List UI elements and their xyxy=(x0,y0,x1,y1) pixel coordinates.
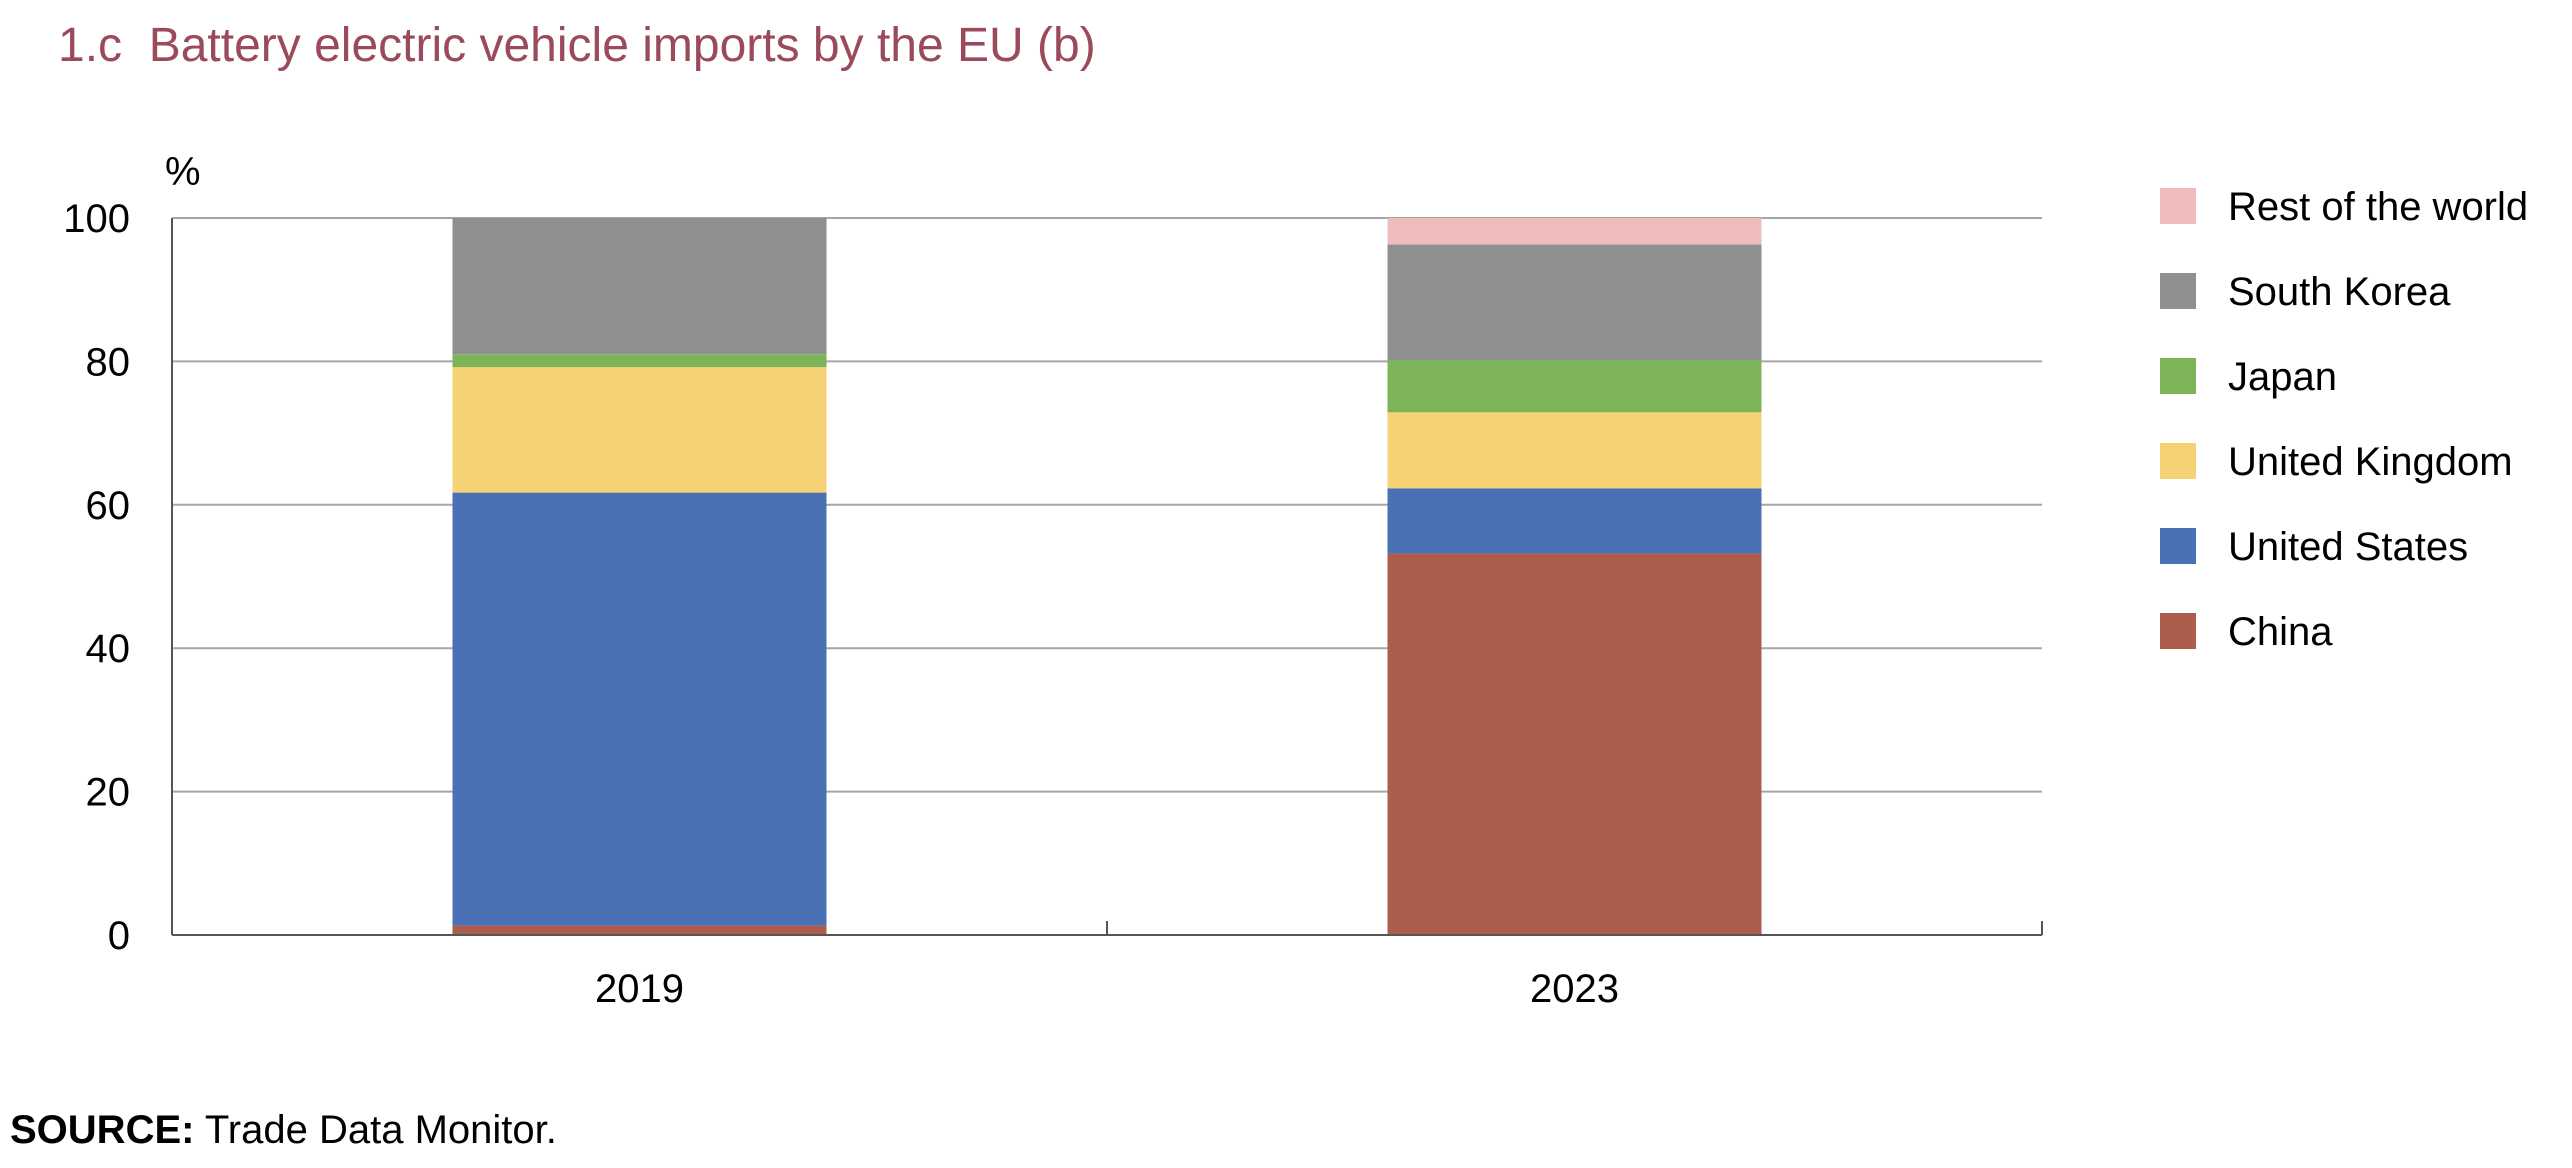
legend-label-united-states: United States xyxy=(2228,525,2468,569)
bars xyxy=(452,218,1762,935)
source-label: SOURCE: xyxy=(10,1108,195,1152)
chart-title: 1.c Battery electric vehicle imports by … xyxy=(58,19,1096,72)
legend: Rest of the world South Korea Japan United … xyxy=(2160,185,2528,654)
y-tick-label: 60 xyxy=(86,484,131,528)
bar-segment-2023-united-states xyxy=(1387,488,1762,554)
bar-segment-2019-south-korea xyxy=(452,218,827,355)
legend-label-china: China xyxy=(2228,610,2333,654)
x-tick-label: 2019 xyxy=(595,967,684,1011)
legend-label-rest-of-the-world: Rest of the world xyxy=(2228,185,2528,229)
y-tick-label: 20 xyxy=(86,771,131,815)
bar-segment-2023-rest-of-the-world xyxy=(1387,218,1762,245)
source-note: SOURCE: Trade Data Monitor. xyxy=(10,1108,557,1153)
y-tick-label: 0 xyxy=(108,914,130,958)
bar-segment-2023-south-korea xyxy=(1387,244,1762,360)
bar-segment-2019-united-kingdom xyxy=(452,367,827,493)
legend-swatch-rest-of-the-world xyxy=(2160,188,2196,224)
x-tick-labels: 2019 2023 xyxy=(595,967,1619,1011)
legend-swatch-united-states xyxy=(2160,528,2196,564)
y-tick-label: 80 xyxy=(86,340,131,384)
legend-label-south-korea: South Korea xyxy=(2228,270,2451,314)
bar-segment-2023-japan xyxy=(1387,359,1762,413)
legend-swatch-japan xyxy=(2160,358,2196,394)
x-tick-label: 2023 xyxy=(1530,967,1619,1011)
legend-label-japan: Japan xyxy=(2228,355,2337,399)
legend-label-united-kingdom: United Kingdom xyxy=(2228,440,2513,484)
bar-segment-2019-china xyxy=(452,925,827,935)
bar-segment-2019-united-states xyxy=(452,492,827,926)
legend-swatch-china xyxy=(2160,613,2196,649)
source-text: Trade Data Monitor. xyxy=(194,1108,557,1152)
y-tick-label: 40 xyxy=(86,627,131,671)
bar-segment-2023-united-kingdom xyxy=(1387,412,1762,489)
axes xyxy=(171,218,2043,936)
bar-segment-2019-japan xyxy=(452,354,827,368)
y-axis-unit-label: % xyxy=(165,150,201,194)
bar-segment-2023-china xyxy=(1387,553,1762,935)
legend-swatch-united-kingdom xyxy=(2160,443,2196,479)
y-tick-label: 100 xyxy=(63,197,130,241)
legend-swatch-south-korea xyxy=(2160,273,2196,309)
y-tick-labels: 0 20 40 60 80 100 xyxy=(63,197,130,958)
